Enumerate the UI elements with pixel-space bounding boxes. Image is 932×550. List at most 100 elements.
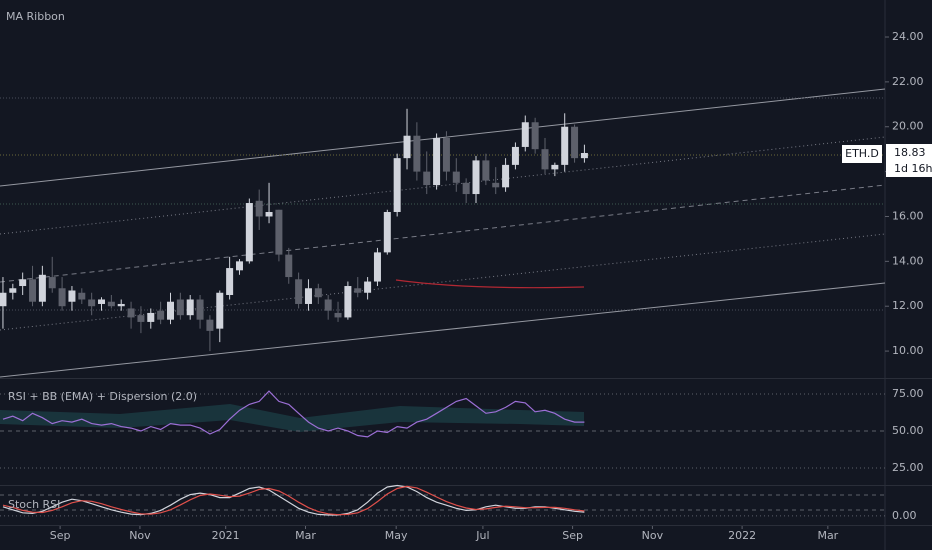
candle-body — [157, 310, 165, 320]
channel-top — [0, 88, 886, 187]
candle-body — [511, 146, 519, 165]
candle-body — [19, 279, 27, 287]
moving-average — [395, 279, 585, 289]
candle-body — [68, 290, 76, 302]
candle-body — [433, 137, 441, 186]
candle-body — [78, 292, 86, 300]
y-tick-label: 75.00 — [892, 387, 924, 400]
candle-body — [571, 126, 579, 159]
x-tick-label: Sep — [562, 529, 583, 542]
x-tick-label: Sep — [50, 529, 71, 542]
y-tick-label: 0.00 — [892, 509, 917, 522]
candle-body — [265, 211, 273, 217]
plot-layer: 10.0012.0014.0016.0018.0020.0022.0024.00… — [0, 30, 924, 542]
candle-body — [216, 292, 224, 329]
y-tick-label: 25.00 — [892, 461, 924, 474]
x-tick-label: Mar — [295, 529, 316, 542]
candle-body — [255, 200, 263, 217]
y-tick-label: 50.00 — [892, 424, 924, 437]
candle-body — [295, 279, 303, 304]
candle-body — [285, 254, 293, 278]
candle-body — [452, 171, 460, 183]
series-line — [2, 390, 585, 438]
candle-body — [472, 160, 480, 195]
symbol-box — [842, 145, 882, 163]
candle-body — [364, 281, 372, 293]
candle-body — [226, 268, 234, 295]
x-tick-label: May — [385, 529, 408, 542]
candle-body — [334, 312, 342, 318]
candle-body — [423, 171, 431, 186]
candle-body — [413, 135, 421, 172]
x-tick-label: 2021 — [212, 529, 240, 542]
candle-body — [541, 149, 549, 170]
bb-band — [0, 404, 584, 432]
candle-body — [166, 301, 174, 320]
candle-body — [147, 312, 155, 322]
candle-body — [58, 288, 66, 307]
candle-body — [531, 122, 539, 150]
candle-body — [196, 299, 204, 320]
candle-body — [462, 182, 470, 195]
candle-body — [551, 164, 559, 170]
candle-body — [354, 288, 362, 293]
candle-body — [186, 299, 194, 316]
candle-body — [275, 209, 283, 255]
y-tick-label: 24.00 — [892, 30, 924, 43]
y-tick-label: 16.00 — [892, 209, 924, 222]
candle-body — [127, 308, 135, 318]
candle-body — [502, 164, 510, 188]
candle-body — [482, 160, 490, 181]
candle-body — [561, 126, 569, 165]
y-tick-label: 22.00 — [892, 75, 924, 88]
y-tick-label: 10.00 — [892, 344, 924, 357]
candle-body — [38, 274, 46, 302]
candle-body — [48, 277, 56, 289]
symbol-label: ETH.D — [845, 147, 879, 160]
candle-body — [206, 319, 214, 331]
candle-body — [383, 211, 391, 253]
channel-mid — [0, 184, 886, 283]
channel-bottom — [0, 282, 886, 378]
pane-title: RSI + BB (EMA) + Dispersion (2.0) — [8, 390, 197, 403]
candle-body — [98, 299, 106, 304]
candle-body — [580, 152, 588, 159]
y-tick-label: 14.00 — [892, 254, 924, 267]
candle-body — [88, 299, 96, 307]
candle-body — [373, 252, 381, 282]
candle-body — [521, 122, 529, 147]
pane-title: Stoch RSI — [8, 498, 60, 511]
y-tick-label: 12.00 — [892, 299, 924, 312]
channel-line — [0, 136, 886, 235]
candle-body — [324, 299, 332, 311]
candle-body — [117, 303, 125, 307]
candle-body — [393, 158, 401, 212]
y-tick-label: 20.00 — [892, 120, 924, 133]
x-tick-label: Jul — [475, 529, 489, 542]
candle-body — [9, 288, 17, 293]
candle-body — [0, 292, 7, 307]
candle-body — [235, 261, 243, 271]
candle-body — [245, 203, 253, 262]
x-tick-label: Nov — [642, 529, 664, 542]
last-price: 18.83 — [894, 146, 926, 159]
candle-body — [314, 288, 322, 298]
candle-body — [176, 299, 184, 316]
x-tick-label: Nov — [129, 529, 151, 542]
candle-body — [107, 301, 115, 307]
x-tick-label: Mar — [817, 529, 838, 542]
countdown: 1d 16h — [894, 162, 932, 175]
candle-body — [403, 135, 411, 159]
price-box — [886, 144, 932, 177]
series-line — [2, 485, 585, 516]
candle-body — [344, 286, 352, 318]
x-tick-label: 2022 — [728, 529, 756, 542]
candle-body — [304, 288, 312, 304]
candle-body — [442, 137, 450, 172]
pane-title: MA Ribbon — [6, 10, 65, 23]
candle-body — [137, 315, 145, 322]
